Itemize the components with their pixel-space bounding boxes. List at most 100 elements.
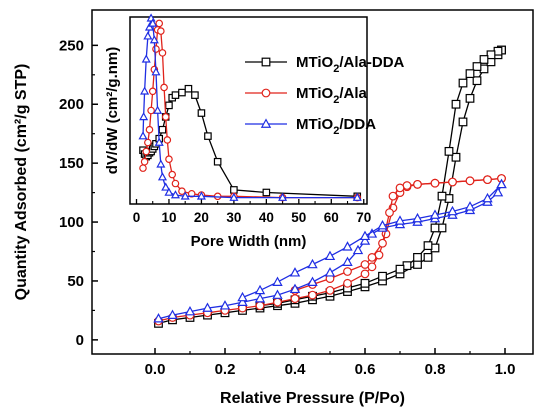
inset-mtio2-ala-dda-point [197,109,206,117]
legend-label-part: /Ala-DDA [339,54,404,71]
main-x-tick-label: 0.0 [145,361,166,378]
mtio2-ala-dda-desorption-point [451,99,461,109]
inset-mtio2-ala-point [145,125,154,134]
main-x-tick-label: 0.4 [285,361,307,378]
mtio2-dda-desorption-point [394,215,406,225]
main-plot: 0.0 0.2 0.4 0.6 0.8 1.0050100150200250Relativ… [13,9,534,407]
mtio2-ala-adsorption-point [273,297,282,307]
inset-mtio2-dda-point [180,191,190,200]
mtio2-dda-desorption-point [412,212,423,223]
inset-x-tick-label: 20 [194,210,209,225]
main-x-tick-label: 1.0 [495,361,516,378]
mtio2-ala-desorption-point [483,175,492,185]
main-y-tick-label: 50 [67,273,84,290]
mtio2-dda-adsorption-point [342,256,353,266]
inset-mtio2-dda-point [229,192,239,201]
mtio2-dda-adsorption-point [254,293,266,303]
inset-mtio2-ala-point [147,106,155,115]
mtio2-ala-adsorption-point [325,285,335,295]
mtio2-dda-adsorption-point [359,235,371,245]
legend-label-subscript: 2 [333,94,339,106]
mtio2-dda-adsorption-point [289,283,301,294]
mtio2-ala-dda-adsorption-point [423,252,433,262]
legend-marker-mtio2-ala-dda [261,57,271,67]
inset-mtio2-ala-dda-point [204,132,212,140]
inset-mtio2-ala-dda-point [165,101,173,110]
mtio2-ala-dda-desorption-point [437,191,447,201]
inset-mtio2-ala-dda-point [230,186,238,194]
inset-x-axis-label: Pore Width (nm) [191,233,307,250]
inset-mtio2-ala-dda-point [213,157,222,166]
mtio2-dda-desorption-line [242,183,502,299]
series-mtio2-dda [153,178,507,323]
mtio2-dda-desorption-point [272,276,283,286]
mtio2-dda-desorption-point [447,205,458,216]
inset-mtio2-ala-point [144,138,152,147]
inset-mtio2-dda-point [161,182,171,191]
mtio2-dda-adsorption-point [492,186,504,197]
legend-label-part: /DDA [339,116,376,133]
mtio2-ala-desorption-point [465,176,475,186]
inset-mtio2-ala-dda-point [184,84,193,93]
mtio2-dda-adsorption-point [237,296,248,306]
mtio2-ala-dda-desorption-point [458,78,468,88]
inset-mtio2-ala-point [165,155,173,163]
inset-mtio2-dda-point [143,31,153,40]
inset-mtio2-dda-point [138,131,148,140]
mtio2-ala-dda-desorption-point [486,50,496,60]
mtio2-dda-desorption-point [237,291,248,302]
mtio2-ala-dda-adsorption-point [465,93,475,103]
mtio2-ala-adsorption-point [255,301,265,311]
mtio2-dda-desorption-point [359,230,371,241]
inset-mtio2-dda-point [352,192,362,201]
inset-mtio2-ala-point [148,87,157,96]
legend-label-subscript: 2 [333,125,339,137]
inset-mtio2-dda-point [278,192,288,201]
mtio2-ala-dda-adsorption-point [458,117,468,127]
inset-x-tick-label: 40 [259,210,274,225]
mtio2-ala-dda-adsorption-line [158,49,503,325]
mtio2-ala-dda-desorption-point [472,62,482,71]
inset-mtio2-ala-point [160,83,168,92]
mtio2-dda-desorption-point [482,192,493,203]
legend-marker-mtio2-dda [260,118,272,128]
inset-mtio2-dda-point [151,67,161,76]
mtio2-ala-dda-desorption-point [479,55,489,64]
inset-mtio2-ala-point [139,164,147,172]
inset-mtio2-ala-point [178,187,186,195]
inset-x-tick-label: 10 [161,210,176,225]
mtio2-dda-desorption-point [377,219,388,230]
mtio2-dda-adsorption-point [184,305,196,316]
mtio2-dda-desorption-point [254,284,266,295]
mtio2-ala-desorption-point [360,260,370,269]
mtio2-ala-dda-desorption-point [413,252,422,262]
mtio2-ala-dda-adsorption-point [451,152,461,162]
mtio2-ala-desorption-point [448,177,457,187]
inset-mtio2-ala-point [161,113,170,121]
mtio2-ala-dda-desorption-point [465,69,475,79]
mtio2-ala-desorption-point [343,267,352,276]
mtio2-ala-dda-adsorption-point [413,260,422,269]
inset-x-tick-label: 70 [356,210,371,225]
legend-item-mtio2-ala-dda: MTiO2/Ala-DDA [245,54,405,75]
legend-label-mtio2-dda: MTiO2/DDA [296,116,376,137]
mtio2-ala-dda-adsorption-point [472,76,482,86]
series-mtio2-ala [154,174,506,326]
legend-item-mtio2-ala: MTiO2/Ala [245,85,368,106]
legend-label-part: MTiO [296,116,334,133]
mtio2-dda-adsorption-point [352,244,364,255]
main-x-tick-label: 0.2 [215,361,236,378]
inset-mtio2-ala-point [152,45,160,53]
inset-mtio2-dda-point [164,187,174,196]
main-plot-frame [91,9,534,355]
inset-y-axis-label: dV/dW (cm²/g.nm) [104,47,121,175]
legend-label-part: MTiO [296,85,334,102]
mtio2-ala-dda-desorption-point [378,271,387,281]
main-y-tick-label: 200 [59,96,84,113]
inset-mtio2-ala-point [168,170,177,179]
legend-label-part: MTiO [296,54,334,71]
main-y-tick-label: 0 [76,332,84,349]
mtio2-ala-dda-desorption-point [423,241,433,251]
inset-mtio2-dda-point [139,111,149,121]
